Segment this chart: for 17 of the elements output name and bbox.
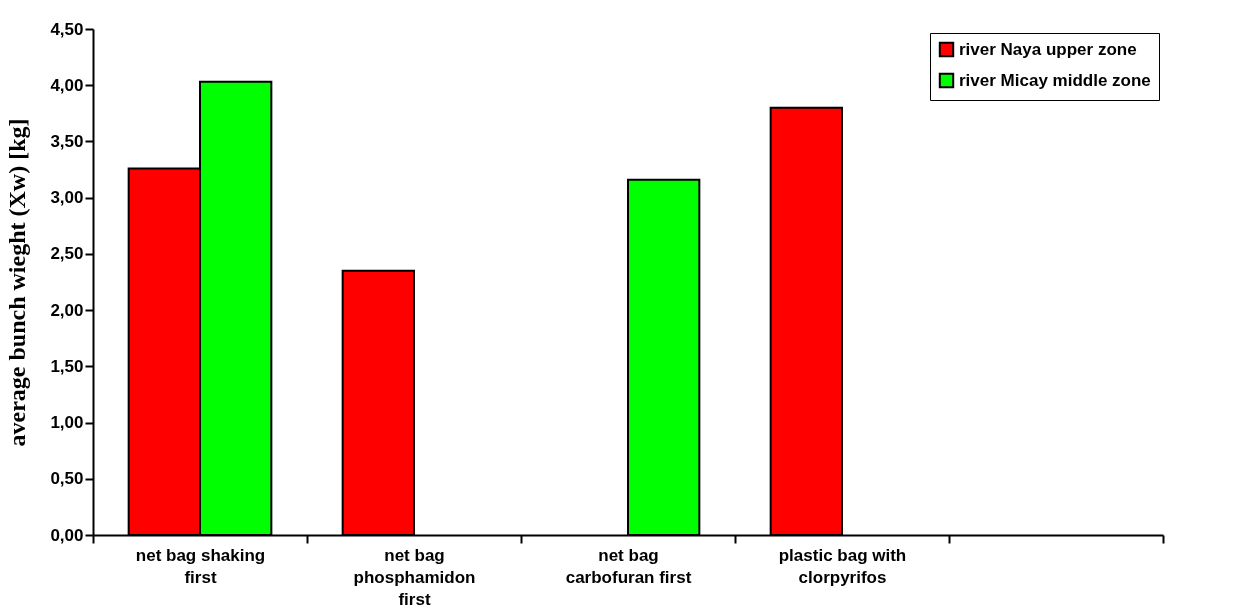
y-tick-label: 4,00 [50, 75, 84, 95]
x-tick-label: net bag phosphamidon first [353, 545, 476, 609]
y-tick-label: 2,00 [50, 300, 84, 320]
y-tick-label: 1,50 [50, 356, 84, 376]
legend-label: river Naya upper zone [959, 39, 1137, 59]
x-tick-label: net bag shaking first [135, 545, 266, 587]
y-axis-title: average bunch wieght (Xw) [kg] [4, 118, 31, 447]
y-tick-label: 3,00 [50, 188, 84, 208]
y-tick-label: 4,50 [50, 19, 84, 39]
y-tick-label: 3,50 [50, 131, 84, 151]
y-tick-label: 0,00 [50, 525, 84, 545]
y-tick-label: 2,50 [50, 244, 84, 264]
x-tick-label: plastic bag with clorpyrifos [778, 545, 907, 587]
legend-label: river Micay middle zone [959, 70, 1151, 90]
y-tick-label: 0,50 [50, 469, 84, 489]
x-tick-label: net bag carbofuran first [565, 545, 692, 587]
y-tick-label: 1,00 [50, 413, 84, 433]
